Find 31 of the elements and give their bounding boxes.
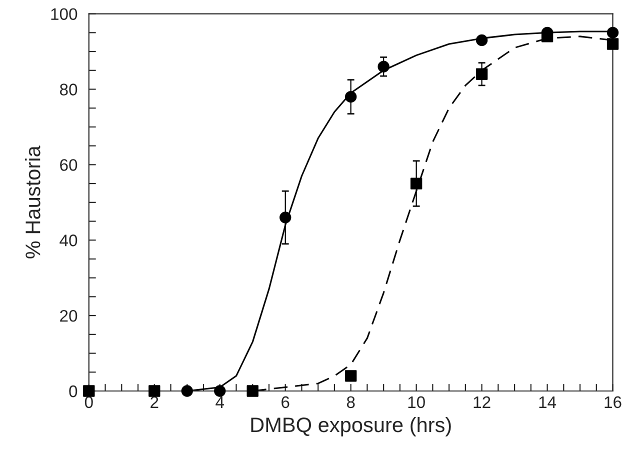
x-tick-label: 14 xyxy=(539,396,556,408)
x-tick-label: 2 xyxy=(150,396,158,408)
point xyxy=(280,212,292,224)
point xyxy=(246,385,258,397)
point xyxy=(181,385,193,397)
point xyxy=(606,38,619,50)
point xyxy=(476,68,488,80)
point xyxy=(410,178,422,190)
point xyxy=(378,60,390,72)
x-tick-label: 0 xyxy=(84,396,93,408)
x-axis-title: DMBQ exposure (hrs) xyxy=(251,416,451,436)
y-tick-label: 40 xyxy=(60,234,78,246)
point xyxy=(476,34,488,46)
x-tick-label: 12 xyxy=(474,396,490,408)
y-tick-label: 100 xyxy=(51,8,78,20)
y-tick-label: 80 xyxy=(60,84,78,96)
point xyxy=(606,26,619,39)
point xyxy=(148,385,160,397)
point xyxy=(214,385,226,397)
y-axis-title: % Haustoria xyxy=(25,146,40,258)
x-tick-label: 8 xyxy=(346,396,355,408)
y-tick-label: 60 xyxy=(60,159,78,171)
x-tick-label: 6 xyxy=(282,396,290,408)
point xyxy=(344,90,357,103)
x-tick-label: 4 xyxy=(216,396,224,408)
point xyxy=(344,370,357,382)
x-tick-label: 16 xyxy=(604,396,622,408)
x-tick-label: 10 xyxy=(408,396,425,408)
point xyxy=(541,30,554,42)
y-tick-label: 20 xyxy=(60,310,78,322)
y-tick-label: 0 xyxy=(69,385,78,398)
